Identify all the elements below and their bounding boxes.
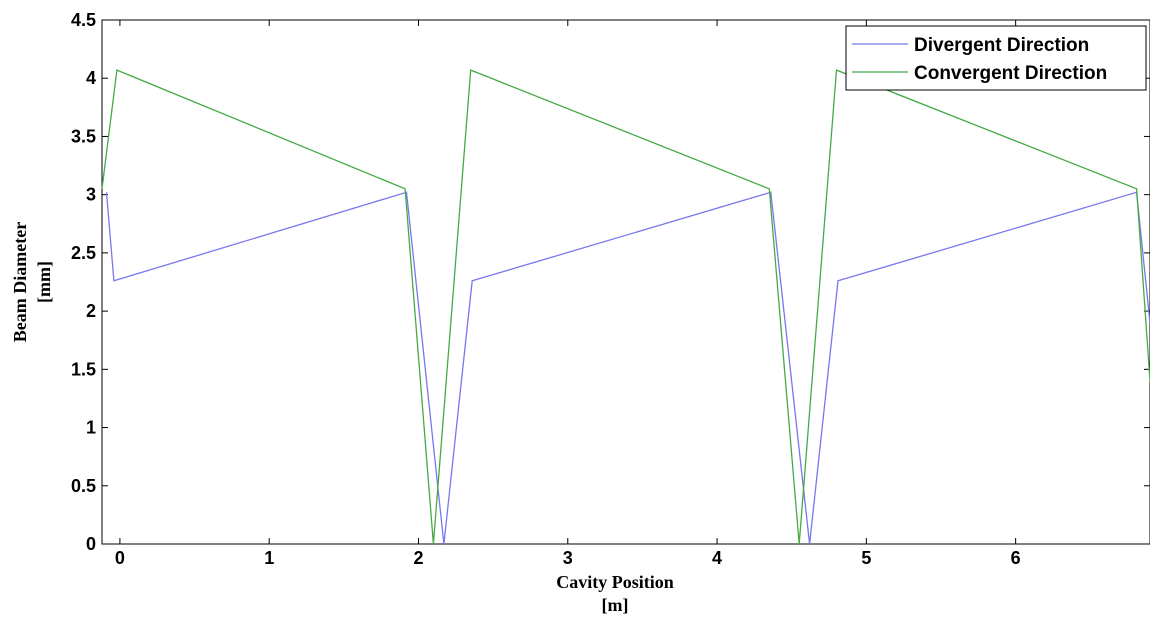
y-tick-label: 1.5	[71, 359, 96, 379]
y-axis-unit: [mm]	[34, 261, 54, 303]
y-tick-label: 4.5	[71, 10, 96, 30]
y-tick-label: 1	[86, 418, 96, 438]
x-axis-title: Cavity Position	[556, 572, 674, 592]
y-tick-label: 2	[86, 301, 96, 321]
x-tick-label: 2	[413, 548, 423, 568]
x-axis-unit: [m]	[602, 595, 629, 615]
y-tick-label: 0.5	[71, 476, 96, 496]
series-convergent-line	[101, 69, 1150, 545]
x-tick-label: 6	[1011, 548, 1021, 568]
y-tick-label: 0	[86, 534, 96, 554]
y-tick-label: 4	[86, 68, 96, 88]
legend-label-divergent: Divergent Direction	[914, 35, 1089, 56]
legend: Divergent Direction Convergent Direction	[845, 25, 1147, 91]
x-axis: 0 1 2 3 4 5 6	[115, 20, 1021, 568]
x-tick-label: 0	[115, 548, 125, 568]
x-tick-label: 1	[264, 548, 274, 568]
series-layer	[101, 69, 1150, 545]
y-tick-label: 2.5	[71, 243, 96, 263]
x-tick-label: 4	[712, 548, 722, 568]
y-axis-title: Beam Diameter	[10, 222, 30, 342]
y-tick-label: 3.5	[71, 126, 96, 146]
plot-area	[101, 19, 1150, 545]
x-tick-label: 3	[563, 548, 573, 568]
series-divergent-line	[105, 191, 1150, 545]
y-axis: 0 0.5 1 1.5 2 2.5 3 3.5 4 4.5	[71, 10, 1150, 554]
y-tick-label: 3	[86, 185, 96, 205]
legend-label-convergent: Convergent Direction	[914, 63, 1107, 84]
x-tick-label: 5	[861, 548, 871, 568]
legend-box	[845, 25, 1147, 91]
